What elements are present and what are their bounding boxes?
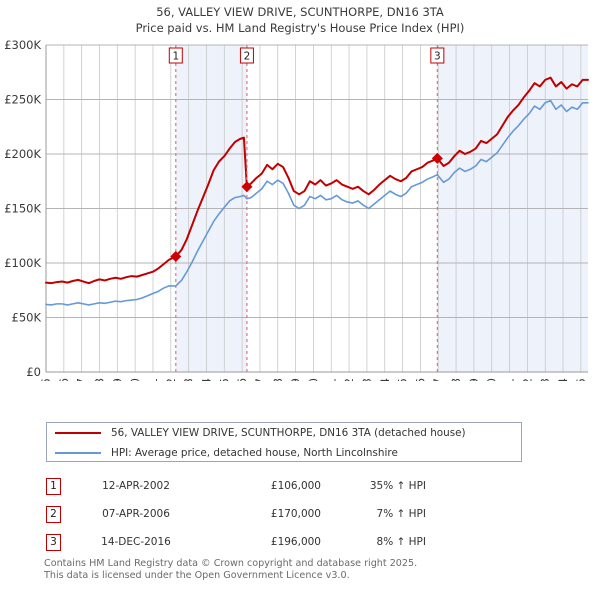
legend-label-property: 56, VALLEY VIEW DRIVE, SCUNTHORPE, DN16 … <box>111 427 466 439</box>
transaction-hpi-delta: 35% ↑ HPI <box>369 480 426 492</box>
x-axis-tick-label: 2000 <box>128 378 142 381</box>
series-line-hpi <box>45 99 589 306</box>
x-axis-tick-label: 2017 <box>431 378 445 381</box>
transaction-date: 12-APR-2002 <box>102 480 170 492</box>
x-axis-tick-label: 2005 <box>217 378 231 381</box>
marker-badge-box-1[interactable] <box>168 47 183 64</box>
x-axis-tick-label: 2025 <box>574 378 588 381</box>
x-axis-tick-label: 2009 <box>289 378 303 381</box>
x-axis-tick-label: 2001 <box>146 378 160 381</box>
chart-legend: 56, VALLEY VIEW DRIVE, SCUNTHORPE, DN16 … <box>46 422 522 462</box>
x-axis-tick-label: 2012 <box>342 378 356 381</box>
transaction-date: 07-APR-2006 <box>102 508 170 520</box>
transaction-price: £106,000 <box>270 480 321 492</box>
transaction-hpi-delta: 8% ↑ HPI <box>376 536 426 548</box>
x-axis-tick-label: 2011 <box>324 378 338 381</box>
transaction-price: £170,000 <box>270 508 321 520</box>
x-axis-tick-label: 2002 <box>164 378 178 381</box>
x-axis-tick-label: 2024 <box>556 378 570 381</box>
x-axis-tick-label: 1997 <box>75 378 89 381</box>
transaction-price: £196,000 <box>270 536 321 548</box>
x-axis-tick-label: 2003 <box>182 378 196 381</box>
x-axis-tick-label: 2023 <box>538 378 552 381</box>
y-axis-tick-label: £200K <box>4 147 41 161</box>
x-axis-tick-label: 1999 <box>110 378 124 381</box>
x-axis-tick-label: 2015 <box>396 378 410 381</box>
x-axis-tick-label: 2018 <box>449 378 463 381</box>
x-axis-tick-label: 2004 <box>199 378 213 381</box>
x-axis-tick-label: 2022 <box>520 378 534 381</box>
title-line-1: 56, VALLEY VIEW DRIVE, SCUNTHORPE, DN16 … <box>156 5 444 19</box>
table-row: 3 14-DEC-2016 £196,000 8% ↑ HPI <box>46 528 566 556</box>
transaction-index-badge: 1 <box>46 477 61 495</box>
legend-swatch-property <box>55 432 101 434</box>
legend-label-hpi: HPI: Average price, detached house, Nort… <box>111 447 398 459</box>
x-axis-tick-label: 2013 <box>360 378 374 381</box>
x-axis-tick-label: 1996 <box>57 378 71 381</box>
transaction-index-badge: 3 <box>46 533 61 551</box>
footer-attribution: Contains HM Land Registry data © Crown c… <box>44 558 584 582</box>
marker-badge-box-2[interactable] <box>239 47 254 64</box>
x-axis-tick-label: 2010 <box>306 378 320 381</box>
x-axis-tick-label: 2016 <box>413 378 427 381</box>
page-title: 56, VALLEY VIEW DRIVE, SCUNTHORPE, DN16 … <box>0 4 600 36</box>
x-axis-tick-label: 2007 <box>253 378 267 381</box>
y-axis-tick-label: £250K <box>4 93 41 107</box>
y-axis-tick-label: £0 <box>26 365 41 379</box>
legend-item-hpi: HPI: Average price, detached house, Nort… <box>47 443 521 463</box>
table-row: 1 12-APR-2002 £106,000 35% ↑ HPI <box>46 472 566 500</box>
table-row: 2 07-APR-2006 £170,000 7% ↑ HPI <box>46 500 566 528</box>
y-axis-tick-label: £50K <box>12 311 42 325</box>
marker-badge-label-1: 1 <box>172 51 179 63</box>
x-axis-tick-label: 2008 <box>271 378 285 381</box>
transactions-table: 1 12-APR-2002 £106,000 35% ↑ HPI 2 07-AP… <box>46 472 566 556</box>
series-line-property <box>45 76 589 285</box>
y-axis-tick-label: £150K <box>4 202 41 216</box>
footer-line-1: Contains HM Land Registry data © Crown c… <box>44 558 418 569</box>
marker-point-1 <box>170 250 182 262</box>
marker-badge-label-2: 2 <box>244 51 251 63</box>
x-axis-tick-label: 2019 <box>467 378 481 381</box>
transaction-date: 14-DEC-2016 <box>101 536 171 548</box>
title-line-2: Price paid vs. HM Land Registry's House … <box>135 21 465 35</box>
marker-badge-label-3: 3 <box>434 51 441 63</box>
legend-item-property: 56, VALLEY VIEW DRIVE, SCUNTHORPE, DN16 … <box>47 423 521 443</box>
x-axis-tick-label: 1995 <box>39 378 53 381</box>
x-axis-tick-label: 2006 <box>235 378 249 381</box>
x-axis-tick-label: 2021 <box>503 378 517 381</box>
footer-line-2: This data is licensed under the Open Gov… <box>44 570 350 581</box>
legend-swatch-hpi <box>55 452 101 454</box>
chart-svg: £0 £50K £100K £150K £200K £250K £300K 1995 1996 1… <box>4 38 589 381</box>
x-axis-tick-label: 2020 <box>485 378 499 381</box>
marker-point-3 <box>431 152 443 164</box>
y-axis-tick-label: £100K <box>4 256 41 270</box>
price-history-chart: £0 £50K £100K £150K £200K £250K £300K 1995 1996 1… <box>0 36 600 381</box>
transaction-index-badge: 2 <box>46 505 61 523</box>
x-axis-tick-label: 1998 <box>92 378 106 381</box>
marker-badge-box-3[interactable] <box>430 47 445 64</box>
y-axis-tick-label: £300K <box>4 38 41 52</box>
transaction-hpi-delta: 7% ↑ HPI <box>376 508 426 520</box>
x-axis-tick-label: 2014 <box>378 378 392 381</box>
marker-point-2 <box>241 181 253 193</box>
